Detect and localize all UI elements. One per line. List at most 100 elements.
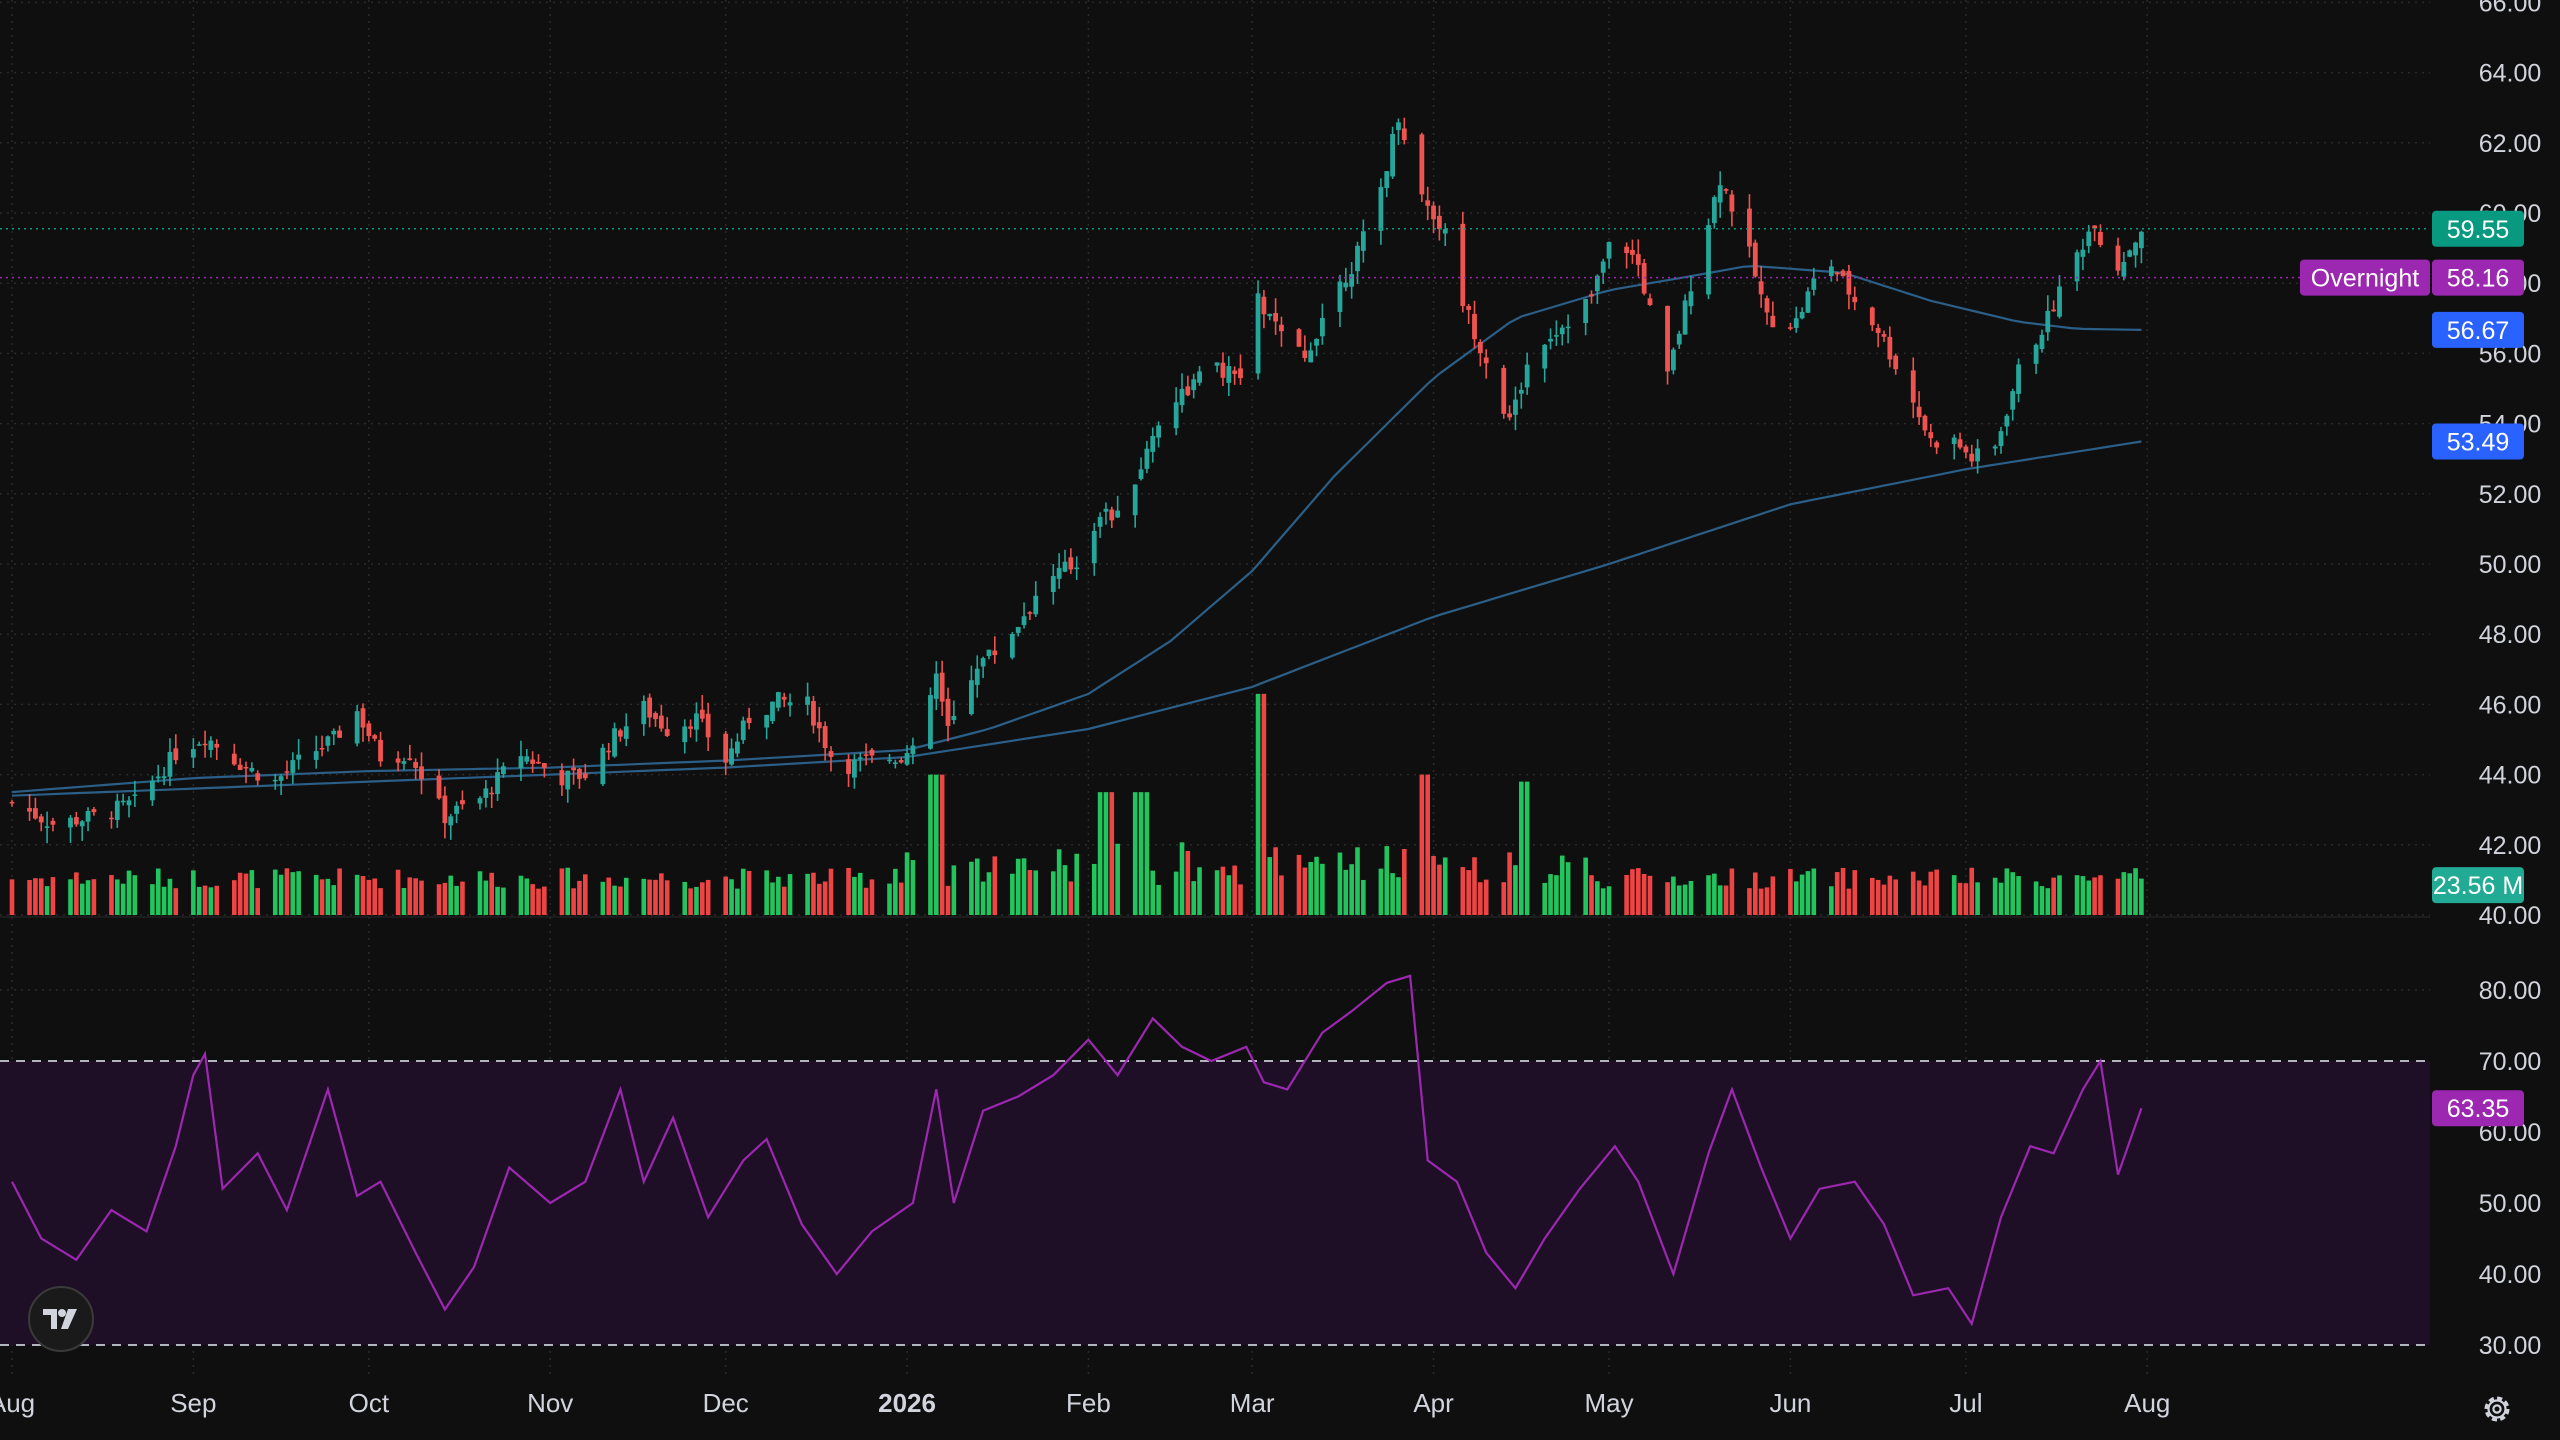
volume-bar (1747, 888, 1752, 915)
volume-bar (1753, 872, 1758, 915)
volume-bar (1893, 879, 1898, 915)
candle-body (1097, 516, 1103, 527)
candle-body (1600, 261, 1606, 273)
volume-bar (1238, 884, 1243, 915)
candle-body (1542, 344, 1548, 369)
moving-average-fast (11, 264, 2142, 794)
volume-bar (518, 875, 524, 915)
candle-body (360, 708, 366, 728)
volume-bar (1507, 852, 1512, 915)
time-tick-label: Feb (1066, 1388, 1111, 1418)
time-tick-label: Dec (703, 1388, 749, 1418)
volume-bar (781, 886, 787, 915)
volume-bar (600, 881, 606, 915)
candle-body (536, 761, 541, 764)
candle-body (337, 730, 342, 738)
volume-bar (331, 885, 337, 915)
gear-icon[interactable] (2478, 1390, 2516, 1428)
candle-body (740, 720, 746, 741)
volume-bar (577, 880, 582, 915)
volume-bar (1144, 792, 1150, 915)
candle-body (1805, 291, 1811, 313)
time-tick-label: Aug (2124, 1388, 2170, 1418)
volume-bar (641, 878, 647, 915)
time-tick-label: Oct (349, 1388, 390, 1418)
candle-body (1103, 508, 1109, 512)
candle-body (1050, 576, 1056, 593)
volume-bar (1606, 886, 1612, 915)
candle-body (2039, 334, 2045, 350)
volume-bar (2004, 868, 2010, 915)
volume-bar (1091, 863, 1097, 915)
volume-bar (1349, 864, 1354, 915)
candle-body (1630, 249, 1635, 255)
candle-body (272, 779, 278, 782)
volume-bar (278, 874, 284, 915)
volume-bar (857, 872, 863, 915)
volume-bar (1957, 882, 1963, 915)
candle-body (846, 759, 851, 774)
candle-body (1442, 229, 1448, 234)
volume-bar (951, 865, 957, 915)
candle-body (73, 817, 79, 825)
volume-bar (372, 878, 377, 915)
volume-bar (746, 870, 752, 915)
volume-bar (407, 877, 413, 915)
time-tick-label: Apr (1413, 1388, 1454, 1418)
volume-bar (1021, 858, 1027, 915)
candle-body (1191, 379, 1197, 391)
volume-bar (126, 870, 132, 915)
volume-bar (1723, 885, 1729, 915)
candle-body (33, 808, 38, 819)
volume-bar (1478, 882, 1483, 915)
candle-body (501, 766, 506, 775)
candle-body (1881, 334, 1887, 337)
candle-body (658, 715, 664, 729)
candle-body (1518, 389, 1524, 394)
candle-body (1752, 242, 1758, 277)
volume-bar (1542, 882, 1547, 915)
volume-bar (1676, 885, 1682, 915)
price-tick-label: 42.00 (2479, 832, 2542, 860)
candle-body (2092, 225, 2097, 229)
candle-body (828, 751, 834, 757)
candle-body (898, 760, 904, 763)
candle-body (863, 754, 869, 756)
candle-body (1302, 350, 1308, 359)
candle-body (606, 750, 612, 753)
volume-bar (2010, 872, 2015, 915)
candle-body (688, 726, 693, 729)
candle-body (1466, 306, 1472, 310)
candle-body (945, 698, 951, 726)
volume-bar (1138, 792, 1144, 915)
volume-bar (1998, 882, 2004, 915)
candle-body (331, 730, 337, 735)
volume-bar (44, 886, 50, 915)
volume-bar (735, 888, 740, 915)
volume-bar (1665, 882, 1670, 915)
candle-body (1091, 530, 1097, 564)
volume-bar (1197, 867, 1202, 915)
volume-bar (945, 885, 951, 915)
candle-body (155, 776, 161, 779)
candle-body (1583, 299, 1589, 324)
candle-body (1337, 281, 1343, 312)
candle-body (1717, 185, 1723, 203)
volume-bar (272, 869, 278, 915)
candle-body (1589, 294, 1594, 297)
price-tick-label: 46.00 (2479, 691, 2542, 719)
volume-bar (313, 874, 319, 915)
candle-body (114, 800, 120, 821)
volume-bar (401, 888, 407, 915)
volume-bar (1302, 867, 1308, 915)
candle-body (822, 726, 828, 749)
price-tick-label: 62.00 (2479, 130, 2542, 158)
volume-bar (688, 888, 693, 915)
volume-bar (1425, 774, 1430, 915)
candle-body (1922, 415, 1928, 431)
candle-body (1811, 278, 1817, 290)
volume-bar (2127, 873, 2132, 915)
tradingview-logo-icon[interactable] (28, 1286, 94, 1352)
volume-bar (1355, 847, 1360, 915)
